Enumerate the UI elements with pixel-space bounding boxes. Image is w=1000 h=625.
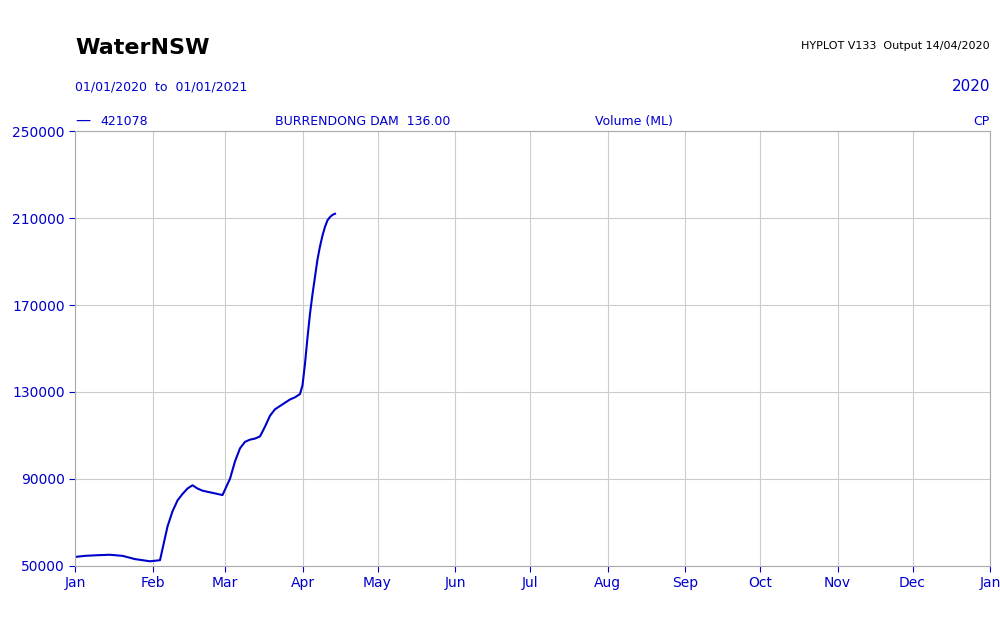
Text: Volume (ML): Volume (ML) <box>595 115 673 128</box>
Text: —: — <box>75 113 90 128</box>
Text: HYPLOT V133  Output 14/04/2020: HYPLOT V133 Output 14/04/2020 <box>801 41 990 51</box>
Text: WaterNSW: WaterNSW <box>75 38 210 58</box>
Text: 421078: 421078 <box>100 115 148 128</box>
Text: 2020: 2020 <box>952 79 990 94</box>
Text: 01/01/2020  to  01/01/2021: 01/01/2020 to 01/01/2021 <box>75 81 247 94</box>
Text: CP: CP <box>974 115 990 128</box>
Text: BURRENDONG DAM  136.00: BURRENDONG DAM 136.00 <box>275 115 450 128</box>
